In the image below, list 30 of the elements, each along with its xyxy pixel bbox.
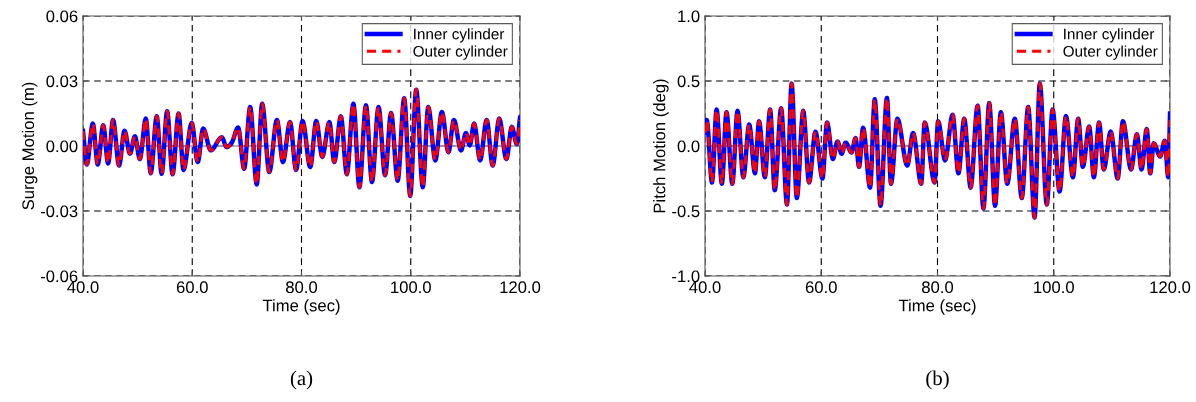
y-tick-label: -0.06 (40, 270, 78, 283)
y-tick-label: 0.06 (46, 10, 78, 23)
x-tick-label: 60.0 (805, 281, 837, 294)
text: (b) (926, 370, 949, 390)
x-tick-label: 40.0 (67, 281, 99, 294)
y-tick-label: -1.0 (672, 270, 700, 283)
legend-label: Inner cylinder (414, 28, 505, 43)
x-tick-label: 120.0 (500, 281, 541, 294)
x-tick-label: 100.0 (391, 281, 431, 294)
x-tick-label: 100.0 (1034, 281, 1074, 294)
y-axis-title: Surge Motion (m) (21, 82, 38, 210)
legend-label: Inner cylinder (1064, 28, 1155, 43)
y-tick-label: 0.0 (677, 140, 700, 153)
y-tick-label: 0.5 (677, 75, 700, 88)
y-tick-label: 0.03 (46, 75, 78, 88)
x-tick-label: 80.0 (286, 281, 318, 294)
x-tick-label: 40.0 (689, 281, 721, 294)
x-tick-label: 80.0 (922, 281, 954, 294)
y-tick-label: 1.0 (678, 10, 700, 23)
x-tick-label: 120.0 (1150, 281, 1191, 294)
y-tick-label: 0.00 (46, 140, 78, 153)
legend-label: Outer cylinder (413, 45, 508, 60)
x-axis-title: Time (sec) (898, 299, 976, 315)
x-axis-title: Time (sec) (262, 299, 340, 315)
y-axis-title: Pitch Motion (deg) (653, 79, 669, 213)
y-tick-label: -0.5 (672, 205, 700, 218)
y-tick-label: -0.03 (40, 205, 78, 218)
x-tick-label: 60.0 (176, 281, 208, 294)
text: (a) (290, 370, 313, 390)
legend-label: Outer cylinder (1063, 45, 1158, 60)
